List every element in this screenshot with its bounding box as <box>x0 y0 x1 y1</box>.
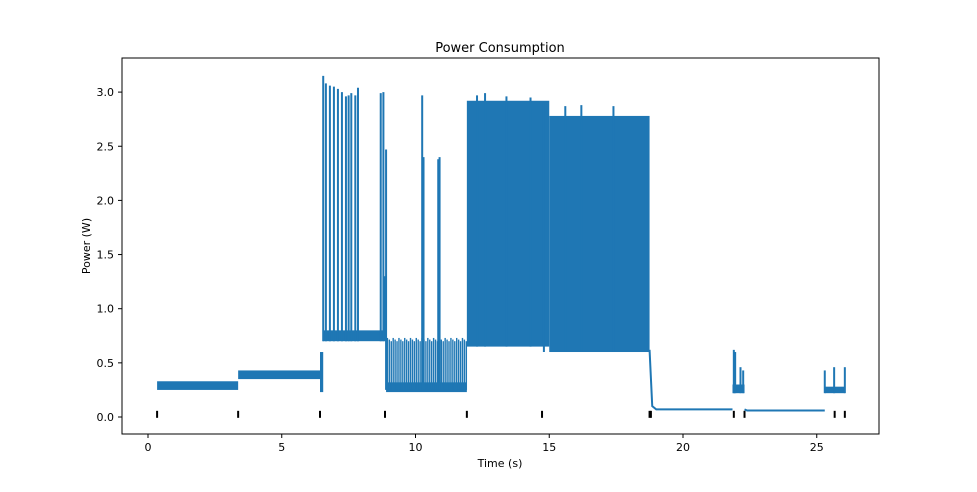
x-tick-label: 5 <box>278 441 285 454</box>
y-tick-label: 0.5 <box>97 357 115 370</box>
x-tick-label: 25 <box>810 441 824 454</box>
x-axis-label: Time (s) <box>477 457 523 470</box>
data-band <box>732 384 745 394</box>
data-line <box>744 408 825 412</box>
axes-frame <box>121 57 880 435</box>
data-band <box>466 100 550 347</box>
y-tick-label: 0.0 <box>97 411 115 424</box>
data-band <box>383 276 387 342</box>
y-tick-label: 1.5 <box>97 249 115 262</box>
y-axis-label: Power (W) <box>80 218 93 274</box>
x-axis: 0 5 10 15 20 25 <box>145 434 824 454</box>
x-tick-label: 10 <box>409 441 423 454</box>
y-tick-label: 1.0 <box>97 303 115 316</box>
plot-area <box>156 75 846 418</box>
data-line <box>648 349 733 411</box>
data-band <box>320 352 324 393</box>
data-band <box>238 370 321 380</box>
x-tick-label: 0 <box>145 441 152 454</box>
x-tick-label: 20 <box>676 441 690 454</box>
data-band <box>323 330 384 342</box>
y-axis: 0.0 0.5 1.0 1.5 2.0 2.5 3.0 <box>97 86 122 424</box>
data-band <box>157 381 239 390</box>
data-band <box>549 115 650 353</box>
y-tick-label: 3.0 <box>97 86 115 99</box>
chart-title: Power Consumption <box>435 41 565 56</box>
y-tick-label: 2.0 <box>97 194 115 207</box>
x-tick-label: 15 <box>542 441 556 454</box>
y-tick-label: 2.5 <box>97 140 115 153</box>
